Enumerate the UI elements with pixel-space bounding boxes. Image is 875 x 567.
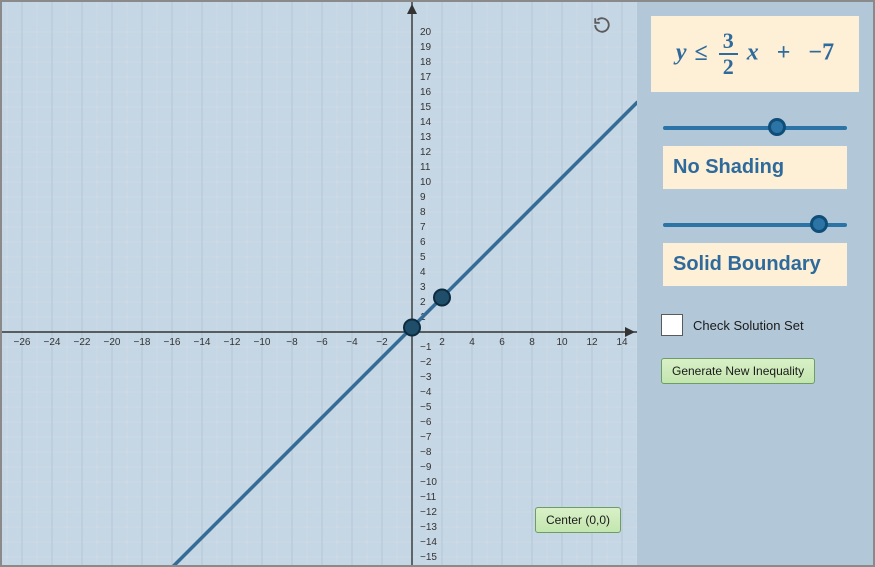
svg-text:12: 12 xyxy=(586,337,598,348)
svg-text:14: 14 xyxy=(420,117,432,128)
svg-text:10: 10 xyxy=(420,177,432,188)
boundary-slider[interactable] xyxy=(663,217,847,233)
ineq-y: y xyxy=(676,40,687,66)
center-origin-button[interactable]: Center (0,0) xyxy=(535,507,621,533)
svg-text:−13: −13 xyxy=(420,522,437,533)
check-solution-checkbox[interactable] xyxy=(661,314,683,336)
svg-text:−8: −8 xyxy=(286,337,298,348)
svg-text:6: 6 xyxy=(499,337,505,348)
svg-text:−10: −10 xyxy=(254,337,271,348)
svg-text:19: 19 xyxy=(420,42,432,53)
svg-text:2: 2 xyxy=(439,337,445,348)
ineq-x: x xyxy=(747,40,759,66)
svg-text:−8: −8 xyxy=(420,447,432,458)
ineq-rel: ≤ xyxy=(693,40,710,66)
svg-text:−7: −7 xyxy=(420,432,432,443)
svg-text:20: 20 xyxy=(420,27,432,38)
slider-thumb[interactable] xyxy=(810,215,828,233)
svg-text:−26: −26 xyxy=(14,337,31,348)
svg-text:7: 7 xyxy=(420,222,426,233)
reset-icon[interactable] xyxy=(593,16,611,34)
svg-text:9: 9 xyxy=(420,192,426,203)
svg-text:17: 17 xyxy=(420,72,432,83)
svg-text:−1: −1 xyxy=(420,342,432,353)
svg-text:14: 14 xyxy=(616,337,628,348)
svg-text:−4: −4 xyxy=(420,387,432,398)
graph-canvas[interactable]: −26−24−22−20−18−16−14−12−10−8−6−4−224681… xyxy=(2,2,637,565)
svg-text:11: 11 xyxy=(420,162,431,173)
svg-text:−12: −12 xyxy=(224,337,241,348)
svg-text:−11: −11 xyxy=(420,492,437,503)
svg-text:8: 8 xyxy=(529,337,535,348)
svg-text:−10: −10 xyxy=(420,477,437,488)
svg-text:−4: −4 xyxy=(346,337,358,348)
slider-thumb[interactable] xyxy=(768,118,786,136)
ineq-plus: + xyxy=(765,40,803,66)
generate-inequality-button[interactable]: Generate New Inequality xyxy=(661,358,815,384)
svg-text:−20: −20 xyxy=(104,337,121,348)
svg-text:2: 2 xyxy=(420,297,426,308)
svg-text:12: 12 xyxy=(420,147,432,158)
graph-pane[interactable]: −26−24−22−20−18−16−14−12−10−8−6−4−224681… xyxy=(2,2,637,565)
svg-text:15: 15 xyxy=(420,102,432,113)
svg-text:18: 18 xyxy=(420,57,432,68)
svg-text:−3: −3 xyxy=(420,372,432,383)
svg-text:−14: −14 xyxy=(194,337,211,348)
svg-text:10: 10 xyxy=(556,337,568,348)
svg-text:−15: −15 xyxy=(420,552,437,563)
inequality-display: y ≤ 3 2 x + −7 xyxy=(651,16,859,92)
check-solution-label: Check Solution Set xyxy=(693,318,804,333)
svg-text:16: 16 xyxy=(420,87,432,98)
svg-text:−12: −12 xyxy=(420,507,437,518)
ineq-frac-den: 2 xyxy=(719,53,738,78)
svg-text:−6: −6 xyxy=(420,417,432,428)
svg-text:13: 13 xyxy=(420,132,432,143)
svg-text:−24: −24 xyxy=(44,337,61,348)
svg-text:−22: −22 xyxy=(74,337,91,348)
ineq-frac-num: 3 xyxy=(719,30,738,53)
check-solution-row[interactable]: Check Solution Set xyxy=(661,314,849,336)
svg-text:6: 6 xyxy=(420,237,426,248)
svg-text:−6: −6 xyxy=(316,337,328,348)
svg-text:−2: −2 xyxy=(420,357,432,368)
svg-text:−14: −14 xyxy=(420,537,437,548)
svg-text:8: 8 xyxy=(420,207,426,218)
svg-text:5: 5 xyxy=(420,252,426,263)
svg-text:4: 4 xyxy=(469,337,475,348)
svg-text:3: 3 xyxy=(420,282,426,293)
ineq-const: −7 xyxy=(808,40,834,66)
ineq-fraction: 3 2 xyxy=(719,30,738,78)
svg-text:−5: −5 xyxy=(420,402,432,413)
svg-text:−9: −9 xyxy=(420,462,432,473)
svg-text:−18: −18 xyxy=(134,337,151,348)
shading-label: No Shading xyxy=(663,146,847,189)
side-panel: y ≤ 3 2 x + −7 No Shading Solid Boundary… xyxy=(637,2,873,565)
shading-slider[interactable] xyxy=(663,120,847,136)
svg-text:4: 4 xyxy=(420,267,426,278)
svg-text:−16: −16 xyxy=(164,337,181,348)
svg-text:−2: −2 xyxy=(376,337,388,348)
boundary-label: Solid Boundary xyxy=(663,243,847,286)
app-frame: −26−24−22−20−18−16−14−12−10−8−6−4−224681… xyxy=(0,0,875,567)
slider-track xyxy=(663,126,847,130)
